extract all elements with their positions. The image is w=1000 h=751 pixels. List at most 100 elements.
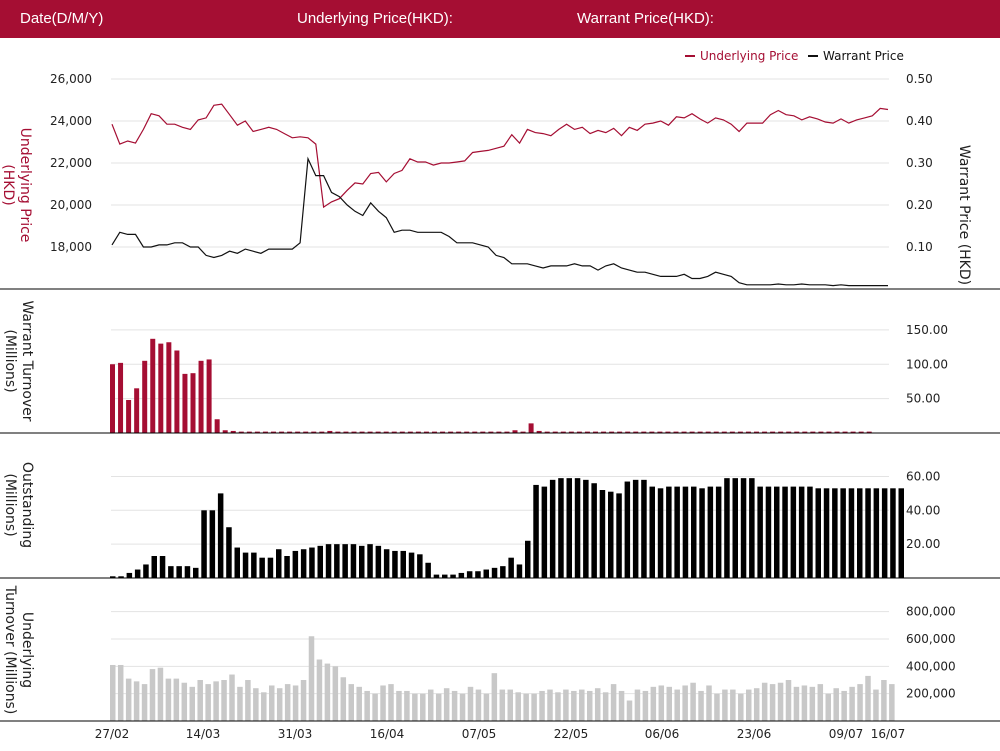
outstanding-bar	[491, 567, 498, 578]
x-tick-label: 14/03	[186, 727, 221, 741]
outstanding-bar	[367, 544, 373, 578]
underlying-turnover-bar	[698, 690, 704, 721]
warrant-turnover-bar	[536, 430, 542, 433]
outstanding-bar	[134, 569, 141, 578]
warrant-turnover-bar	[182, 373, 188, 433]
underlying-turnover-bar	[276, 688, 283, 721]
outstanding-bar	[143, 564, 149, 578]
underlying-turnover-bar	[443, 688, 450, 721]
warrant-turnover-bar	[633, 431, 639, 433]
underlying-turnover-bar	[833, 688, 839, 721]
warrant-turnover-bar	[496, 431, 502, 433]
outstanding-bar	[309, 547, 315, 578]
outstanding-bar	[193, 567, 199, 578]
outstanding-bar	[516, 564, 523, 578]
outstanding-bar	[782, 486, 788, 578]
underlying-turnover-bar	[316, 659, 323, 721]
underlying-turnover-bar	[889, 684, 895, 721]
underlying-turnover-bar	[253, 688, 259, 721]
underlying-turnover-bar	[356, 686, 362, 721]
outstanding-bar	[151, 556, 157, 578]
warrant-turnover-bar	[576, 431, 582, 433]
underlying-turnover-bar	[459, 693, 466, 721]
underlying-turnover-bar	[245, 680, 251, 721]
underlying-turnover-axis-title-text: UnderlyingTurnover (Millions)	[2, 585, 35, 715]
warrant-price-axis-tick-label: 0.30	[906, 156, 933, 170]
warrant-price-axis-tick-label: 0.40	[906, 114, 933, 128]
warrant-turnover-bar	[206, 359, 212, 433]
outstanding-bar	[359, 545, 365, 578]
x-tick-label: 16/04	[370, 727, 405, 741]
outstanding-bar	[774, 486, 780, 578]
warrant-turnover-bar	[512, 430, 518, 433]
outstanding-axis-title-line: (Millions)	[2, 473, 18, 536]
outstanding-bar	[840, 488, 846, 578]
warrant-turnover-bar	[552, 431, 558, 433]
outstanding-bar	[657, 488, 664, 578]
outstanding-bar	[126, 572, 133, 578]
underlying-turnover-bar	[133, 681, 140, 721]
info-header: Date(D/M/Y) Underlying Price(HKD): Warra…	[0, 0, 1000, 38]
warrant-turnover-axis-title: Warrant Turnover(Millions)	[2, 300, 35, 421]
underlying-turnover-bar	[801, 685, 808, 721]
outstanding-bar	[699, 488, 705, 578]
x-tick-label: 09/07	[829, 727, 864, 741]
outstanding-bar	[317, 545, 323, 578]
warrant-turnover-bar	[375, 431, 381, 433]
underlying-price-axis-tick-label: 18,000	[50, 240, 92, 254]
outstanding-bar	[334, 544, 340, 578]
outstanding-bar	[159, 556, 166, 578]
legend: Underlying Price Warrant Price	[685, 49, 904, 63]
underlying-turnover-bar	[753, 688, 760, 721]
warrant-turnover-bar	[842, 431, 848, 433]
outstanding-bar	[525, 540, 531, 578]
underlying-turnover-panel: 800,000 600,000 400,000 200,000 UnderlyingTu…	[0, 585, 1000, 741]
underlying-turnover-bar	[475, 689, 482, 721]
outstanding-bar	[632, 479, 639, 578]
warrant-turnover-axis-tick-label: 150.00	[906, 323, 948, 337]
underlying-turnover-bar	[205, 684, 211, 721]
x-tick-label: 23/06	[737, 727, 772, 741]
warrant-turnover-axis-title-text: Warrant Turnover(Millions)	[2, 300, 35, 421]
warrant-turnover-bar	[391, 431, 397, 433]
warrant-turnover-bar	[166, 342, 172, 433]
warrant-turnover-bar	[335, 431, 341, 433]
underlying-turnover-bar	[817, 684, 824, 721]
underlying-turnover-bar	[189, 686, 195, 721]
outstanding-bar	[201, 510, 207, 578]
outstanding-bar	[732, 478, 738, 578]
warrant-turnover-bar	[818, 431, 824, 433]
outstanding-bar	[749, 478, 755, 578]
outstanding-bar	[549, 479, 556, 578]
outstanding-bar	[757, 486, 763, 578]
x-tick-label: 16/07	[871, 727, 906, 741]
warrant-turnover-bar	[786, 431, 792, 433]
underlying-turnover-bar	[380, 685, 386, 721]
underlying-turnover-bar	[761, 682, 768, 721]
warrant-turnover-bar	[456, 431, 462, 433]
warrant-turnover-bar	[754, 431, 759, 433]
underlying-turnover-bar	[213, 681, 219, 721]
warrant-turnover-bar	[327, 430, 333, 433]
warrant-turnover-bar	[134, 388, 140, 433]
warrant-turnover-bar	[464, 431, 470, 433]
outstanding-bar	[641, 479, 647, 578]
underlying-price-line	[111, 103, 889, 209]
underlying-turnover-axis-title-line: Turnover (Millions)	[2, 585, 18, 715]
outstanding-bar	[566, 478, 572, 578]
underlying-turnover-bar	[388, 684, 394, 721]
outstanding-bar	[234, 547, 240, 578]
underlying-turnover-bar	[642, 690, 649, 721]
outstanding-bar	[608, 491, 614, 578]
outstanding-bar	[475, 571, 481, 578]
outstanding-bar	[176, 566, 182, 578]
outstanding-bar	[574, 478, 581, 578]
underlying-turnover-bar	[658, 685, 665, 721]
underlying-turnover-bar	[674, 689, 680, 721]
outstanding-bar	[823, 488, 830, 578]
underlying-turnover-bar	[404, 690, 410, 721]
legend-underlying-label: Underlying Price	[700, 49, 798, 63]
warrant-turnover-bar	[866, 431, 872, 433]
outstanding-bar	[325, 544, 332, 578]
underlying-turnover-bar	[491, 673, 498, 721]
